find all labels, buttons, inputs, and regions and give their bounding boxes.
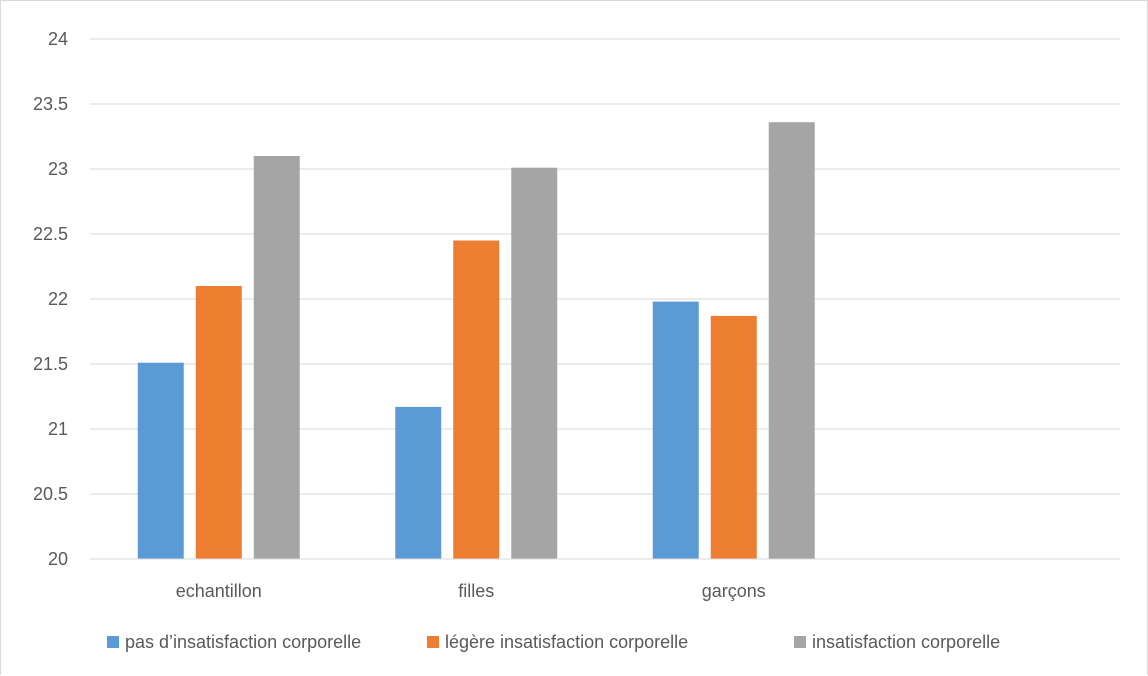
x-tick-label: filles: [458, 581, 494, 601]
bars: [137, 122, 815, 559]
legend-swatch: [107, 636, 119, 648]
bar-echantillon-series-2: [253, 156, 300, 559]
y-tick-label: 20.5: [33, 484, 68, 504]
legend-swatch: [794, 636, 806, 648]
x-axis-labels: echantillon filles garçons: [176, 581, 766, 601]
y-tick-label: 21: [48, 419, 68, 439]
legend-label: légère insatisfaction corporelle: [445, 632, 688, 652]
bar-echantillon-series-0: [137, 362, 184, 559]
y-tick-label: 22: [48, 289, 68, 309]
y-tick-label: 20: [48, 549, 68, 569]
gridlines: [90, 38, 1120, 495]
bar-filles-series-0: [395, 406, 442, 559]
bar-echantillon-series-1: [195, 286, 242, 559]
bar-garçons-series-0: [652, 301, 699, 559]
legend: pas d’insatisfaction corporelle légère in…: [107, 632, 1000, 652]
legend-swatch: [427, 636, 439, 648]
bar-garçons-series-2: [768, 122, 815, 559]
bar-garçons-series-1: [710, 315, 757, 559]
y-tick-label: 23.5: [33, 94, 68, 114]
y-tick-label: 23: [48, 159, 68, 179]
legend-label: pas d’insatisfaction corporelle: [125, 632, 361, 652]
bar-filles-series-1: [453, 240, 500, 559]
y-axis-ticks: 20 20.5 21 21.5 22 22.5 23 23.5 24: [33, 29, 68, 569]
bar-filles-series-2: [511, 167, 558, 559]
y-tick-label: 21.5: [33, 354, 68, 374]
x-tick-label: echantillon: [176, 581, 262, 601]
y-tick-label: 24: [48, 29, 68, 49]
x-tick-label: garçons: [702, 581, 766, 601]
legend-label: insatisfaction corporelle: [812, 632, 1000, 652]
y-tick-label: 22.5: [33, 224, 68, 244]
